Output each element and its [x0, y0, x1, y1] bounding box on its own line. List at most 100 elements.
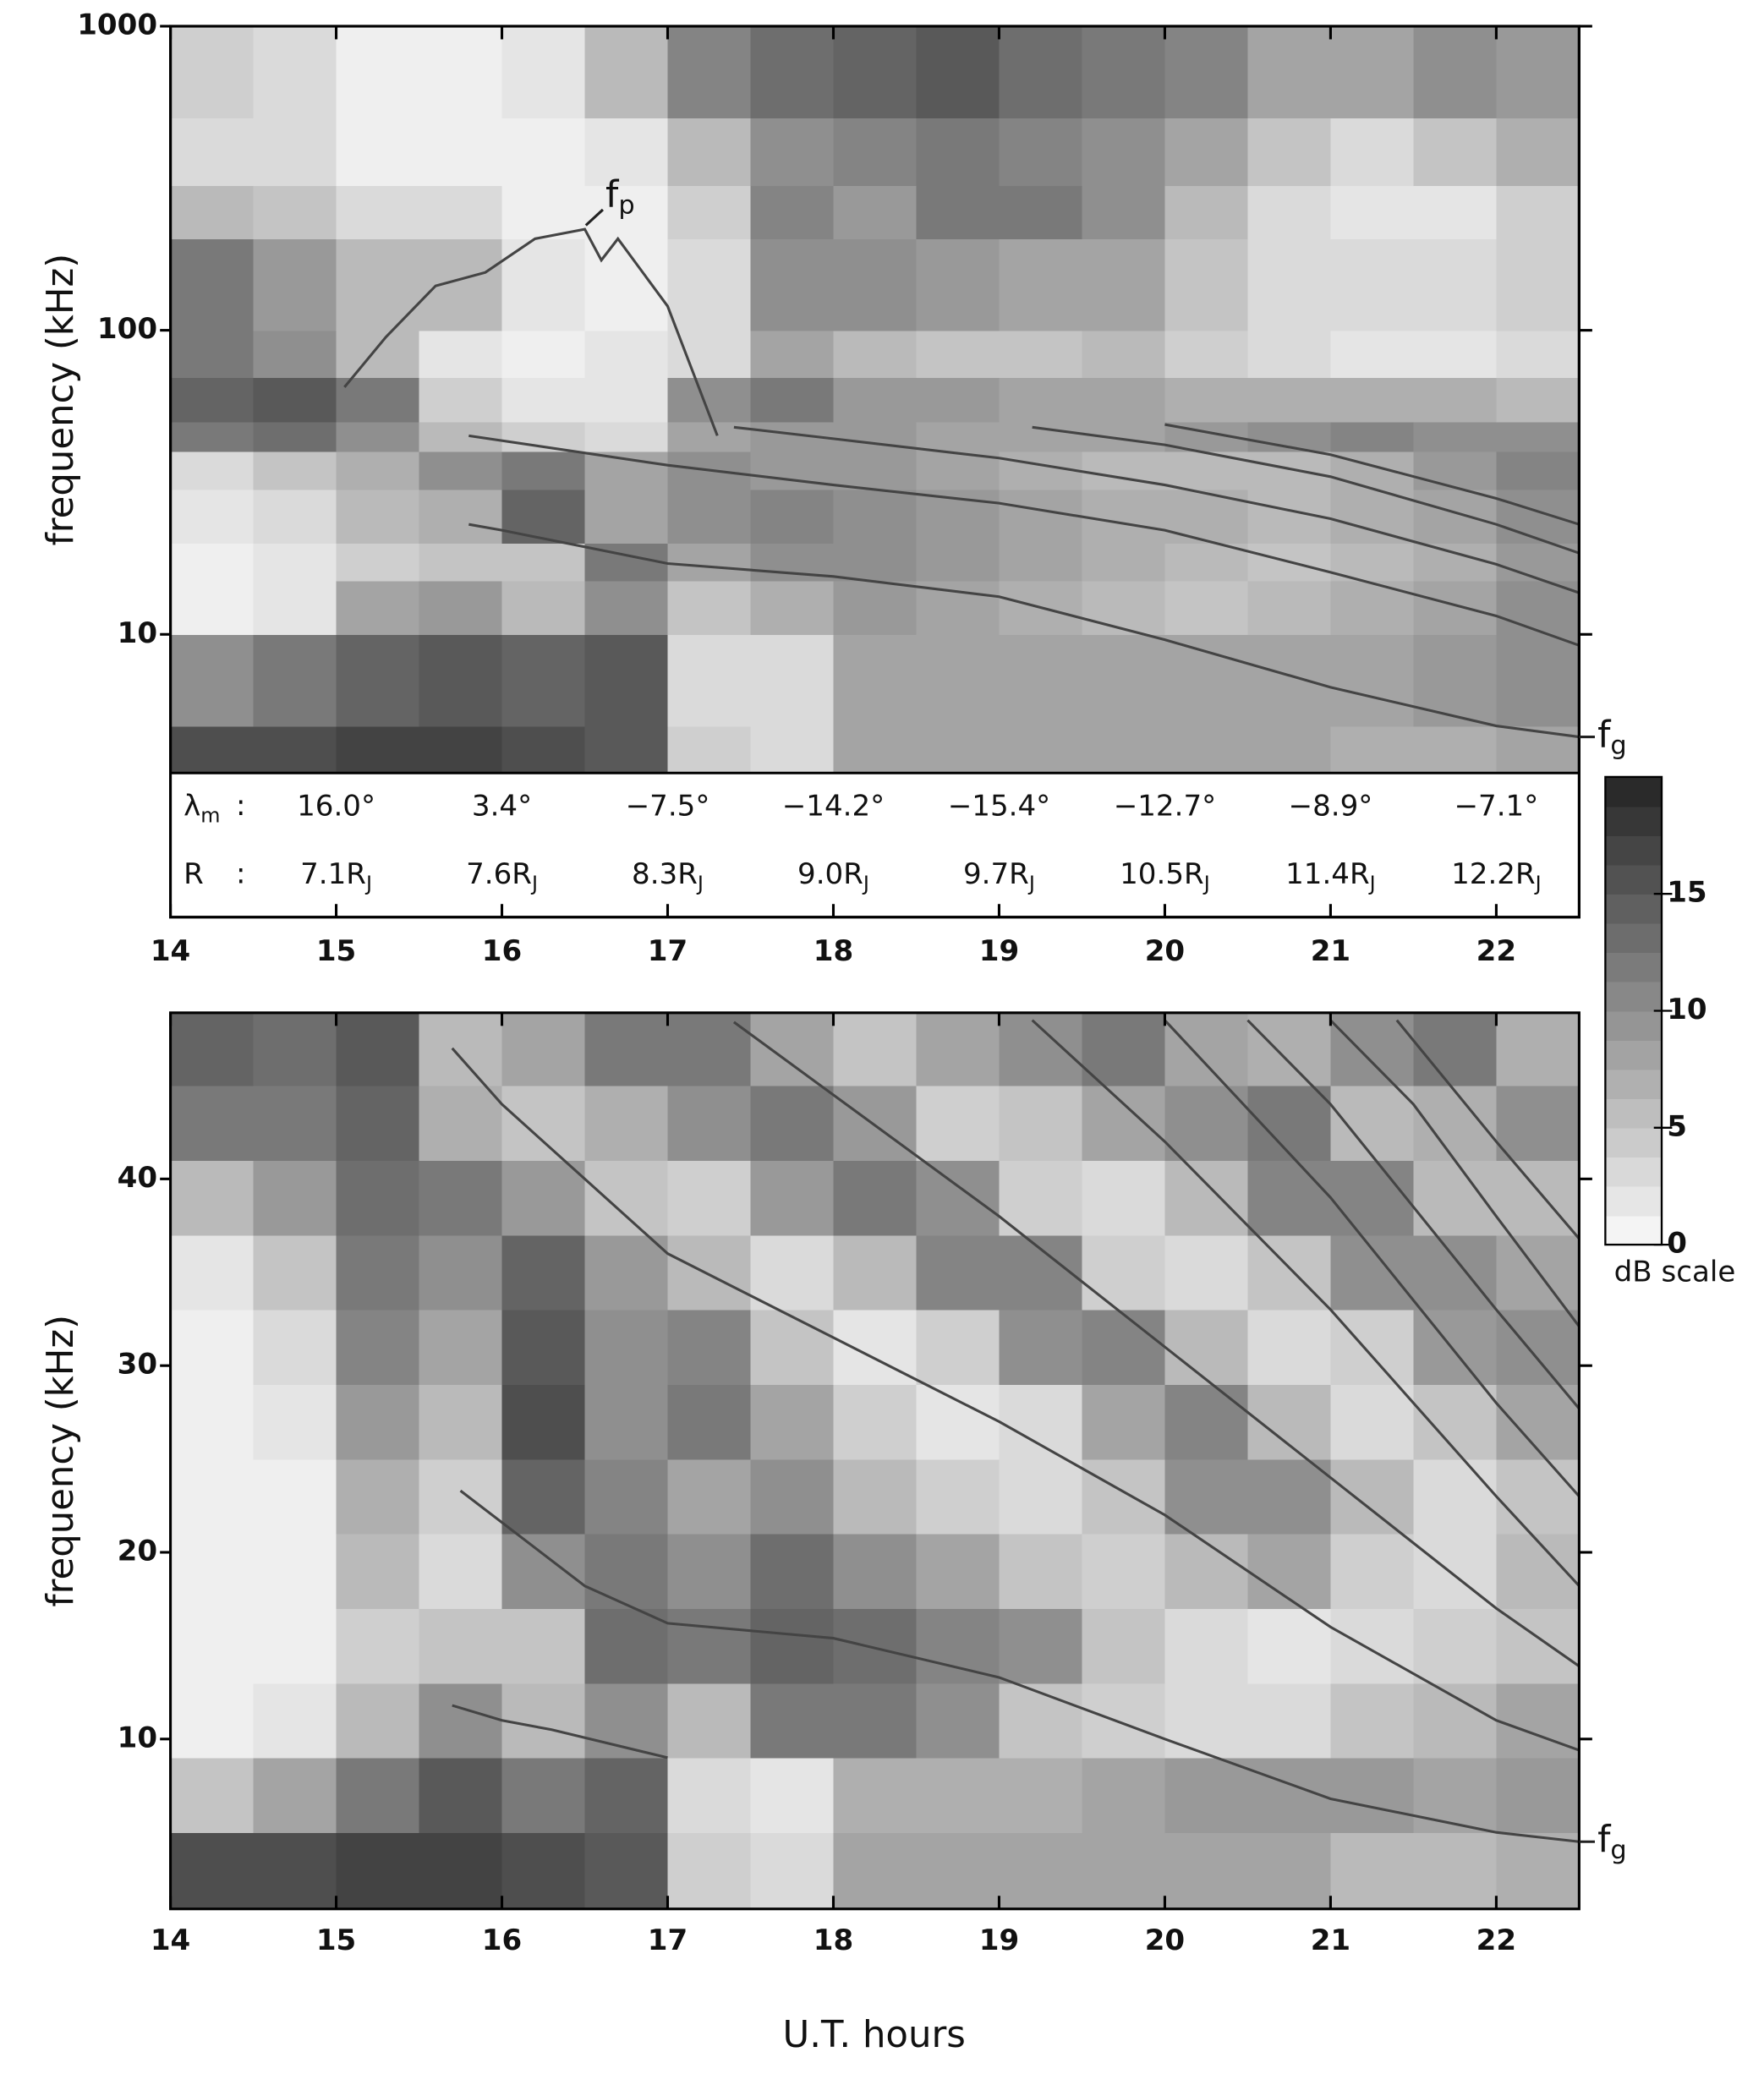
heatmap-cell	[501, 1085, 586, 1162]
heatmap-cell	[1164, 1160, 1249, 1236]
annotation-main: f	[1597, 714, 1612, 756]
heatmap-cell	[419, 580, 503, 636]
heatmap-cell	[916, 1832, 1000, 1910]
heatmap-cell	[999, 1458, 1083, 1535]
heatmap-cell	[916, 118, 1000, 186]
heatmap-cell	[253, 185, 337, 240]
heatmap-cell	[336, 1608, 420, 1684]
table-cell-sub: J	[862, 871, 869, 895]
heatmap-cell	[253, 489, 337, 544]
heatmap-cell	[501, 725, 586, 774]
heatmap-cell	[667, 238, 752, 331]
table-cell-main: 9.7R	[963, 857, 1029, 891]
heatmap-cell	[1413, 1012, 1498, 1086]
heatmap-cell	[667, 1533, 752, 1610]
table-cell: 16.0°	[297, 789, 375, 823]
colorbar-tick-label: 5	[1667, 1109, 1687, 1143]
heatmap-cell	[833, 1683, 918, 1759]
heatmap-cell	[419, 1012, 503, 1086]
heatmap-cell	[1247, 238, 1332, 331]
heatmap-cell	[501, 1608, 586, 1684]
y-tick-label: 20	[118, 1534, 157, 1568]
heatmap-cell	[833, 1012, 918, 1086]
heatmap-cell	[833, 1384, 918, 1460]
heatmap-cell	[501, 330, 586, 379]
table-cell: 8.3RJ	[632, 857, 704, 895]
heatmap-cell	[1164, 1458, 1249, 1535]
heatmap-cell	[1164, 1608, 1249, 1684]
heatmap-cell	[1082, 1458, 1166, 1535]
heatmap-cell	[916, 1757, 1000, 1833]
heatmap-cell	[584, 1757, 669, 1833]
y-tick-label: 10	[118, 1721, 157, 1754]
heatmap-cell	[1247, 330, 1332, 379]
heatmap-cell	[833, 25, 918, 119]
heatmap-cell	[253, 1234, 337, 1311]
annotation-sub: g	[1610, 731, 1626, 760]
heatmap-cell	[750, 1160, 835, 1236]
heatmap-cell	[833, 451, 918, 490]
heatmap-cell	[1247, 1608, 1332, 1684]
heatmap-cell	[1164, 725, 1249, 774]
colorbar-band	[1605, 952, 1663, 982]
table-separator: :	[236, 857, 245, 891]
arrow	[584, 208, 604, 227]
x-tick-label: 22	[1476, 934, 1516, 968]
heatmap-cell	[1164, 1085, 1249, 1162]
y-axis-label: frequency (kHz)	[40, 254, 82, 546]
table-cell: 7.6RJ	[466, 857, 538, 895]
heatmap-cell	[1164, 377, 1249, 423]
heatmap-cell	[170, 1757, 255, 1833]
heatmap-cell	[1496, 1757, 1580, 1833]
heatmap-cell	[1413, 185, 1498, 240]
heatmap-cell	[999, 489, 1083, 544]
heatmap-cell	[833, 725, 918, 774]
heatmap-cell	[1496, 725, 1580, 774]
heatmap-cell	[1082, 1832, 1166, 1910]
heatmap-cell	[584, 1160, 669, 1236]
heatmap-cell	[1082, 118, 1166, 186]
heatmap-cell	[667, 118, 752, 186]
heatmap-cell	[170, 377, 255, 423]
heatmap-cell	[833, 1085, 918, 1162]
heatmap-cell	[1413, 421, 1498, 452]
heatmap-cell	[1413, 634, 1498, 727]
curve	[732, 1021, 1580, 1667]
heatmap-cell	[1164, 1234, 1249, 1311]
heatmap-cell	[667, 1458, 752, 1535]
heatmap-cell	[170, 634, 255, 727]
colorbar-band	[1605, 1069, 1663, 1100]
colorbar-tick-label: 10	[1667, 993, 1706, 1026]
heatmap-cell	[419, 330, 503, 379]
heatmap-cell	[1330, 1234, 1415, 1311]
heatmap-cell	[584, 1608, 669, 1684]
heatmap-cell	[1247, 185, 1332, 240]
heatmap-cell	[667, 1085, 752, 1162]
heatmap-cell	[336, 725, 420, 774]
table-cell: 10.5RJ	[1120, 857, 1210, 895]
curve	[343, 227, 719, 436]
heatmap-cell	[999, 1757, 1083, 1833]
heatmap-cell	[1413, 489, 1498, 544]
table-cell-main: 12.2R	[1451, 857, 1536, 891]
x-tick-label: 22	[1476, 1924, 1516, 1957]
heatmap-cell	[501, 543, 586, 582]
heatmap-cell	[999, 1832, 1083, 1910]
x-axis-label: U.T. hours	[782, 2014, 965, 2056]
heatmap-cell	[999, 25, 1083, 119]
heatmap-cell	[1164, 580, 1249, 636]
heatmap-cell	[1330, 1757, 1415, 1833]
heatmap-cell	[1082, 1085, 1166, 1162]
heatmap-cell	[1330, 1458, 1415, 1535]
colorbar-tick-label: 0	[1667, 1227, 1687, 1261]
heatmap-cell	[1164, 451, 1249, 490]
heatmap-cell	[1082, 1683, 1166, 1759]
table-cell: −14.2°	[782, 789, 885, 823]
heatmap-cell	[750, 580, 835, 636]
heatmap-cell	[1247, 1160, 1332, 1236]
heatmap-cell	[833, 185, 918, 240]
heatmap-cell	[1247, 1533, 1332, 1610]
heatmap-cell	[1164, 1683, 1249, 1759]
heatmap-cell	[999, 1309, 1083, 1386]
table-cell: 7.1RJ	[300, 857, 372, 895]
